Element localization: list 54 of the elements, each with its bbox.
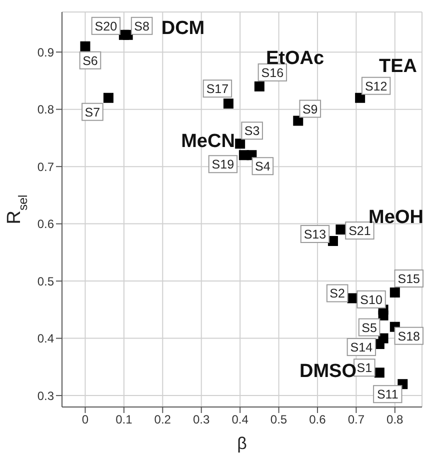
annotation: S2	[330, 286, 346, 301]
point	[293, 116, 304, 126]
y-tick-label: 0.5	[37, 274, 54, 288]
annotation: S10	[360, 292, 382, 307]
annotation: S13	[304, 227, 326, 242]
y-tick-label: 0.4	[37, 332, 54, 346]
annotation: S4	[255, 160, 270, 174]
annotation: S16	[261, 66, 284, 80]
x-tick-label: 0.6	[309, 412, 326, 427]
annotation: S9	[302, 102, 318, 116]
point	[103, 92, 114, 103]
point	[355, 92, 366, 103]
annotation: S21	[348, 224, 371, 238]
x-tick-label: 0	[82, 412, 89, 427]
y-tick-label: 0.9	[37, 45, 54, 60]
annotation: S11	[376, 388, 398, 402]
annotation: MeOH	[368, 207, 424, 228]
annotation: S1	[356, 361, 372, 376]
annotation: S17	[206, 82, 229, 96]
annotation: S14	[350, 340, 373, 355]
y-tick-label: 0.7	[37, 160, 54, 174]
annotation: S5	[362, 320, 377, 335]
point	[390, 288, 400, 298]
x-axis-title: β	[237, 434, 248, 453]
annotation: S8	[134, 19, 150, 34]
y-tick-label: 0.8	[37, 102, 54, 117]
point	[254, 81, 264, 92]
annotation: DMSO	[300, 361, 356, 382]
annotation: S19	[212, 158, 234, 172]
point	[374, 368, 384, 378]
x-tick-label: 0.1	[116, 412, 133, 427]
annotation: DCM	[161, 18, 205, 39]
annotation: S18	[398, 329, 420, 344]
annotation: S20	[94, 19, 118, 34]
annotation: MeCN	[181, 131, 235, 152]
annotation: S12	[364, 79, 388, 94]
annotation: S15	[398, 272, 420, 286]
x-tick-label: 0.8	[386, 412, 404, 427]
x-tick-label: 0.5	[270, 412, 288, 427]
x-tick-label: 0.3	[193, 412, 210, 427]
x-tick-label: 0.7	[348, 412, 365, 427]
point	[122, 30, 133, 40]
point	[336, 224, 346, 235]
annotation: TEA	[379, 56, 418, 77]
point	[223, 98, 234, 109]
y-tick-label: 0.3	[37, 388, 54, 403]
annotation: S3	[244, 124, 260, 138]
annotation: S6	[82, 54, 98, 68]
x-tick-label: 0.4	[232, 412, 249, 427]
x-tick-label: 0.2	[154, 412, 172, 427]
point	[235, 138, 246, 149]
point	[80, 41, 90, 52]
annotation: S7	[84, 105, 100, 120]
y-tick-label: 0.6	[37, 217, 54, 232]
